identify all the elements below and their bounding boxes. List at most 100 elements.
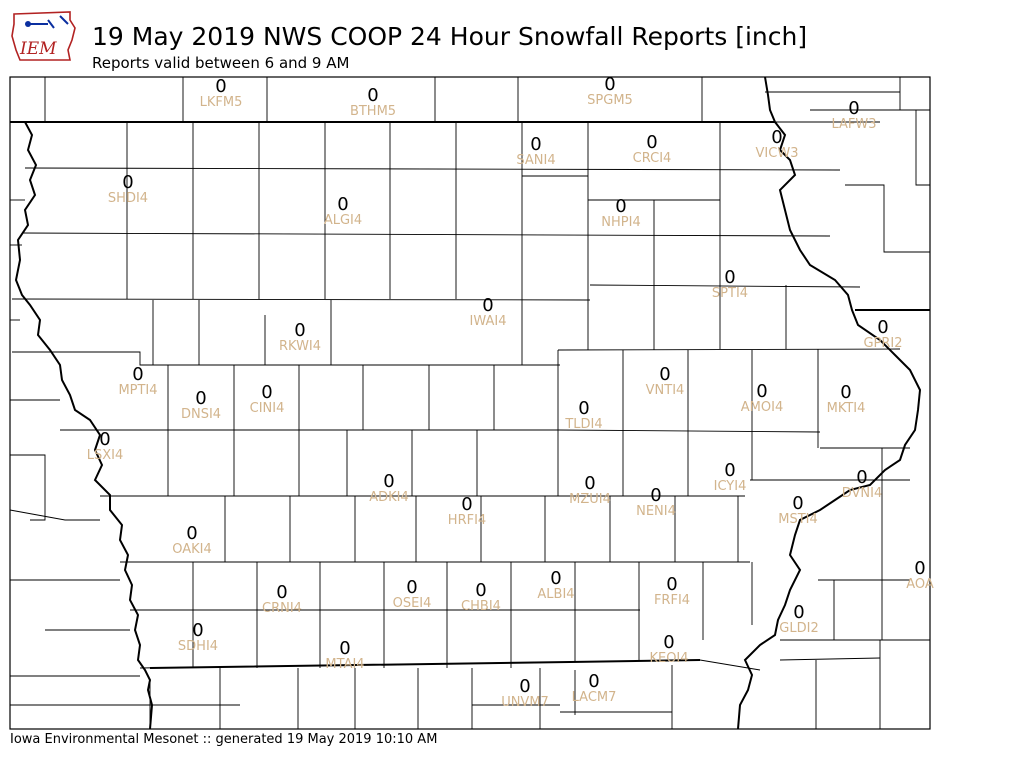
snowfall-value: 0 [461, 494, 472, 515]
snowfall-value: 0 [261, 382, 272, 403]
snowfall-value: 0 [530, 134, 541, 155]
snowfall-value: 0 [646, 132, 657, 153]
map-subtitle: Reports valid between 6 and 9 AM [92, 54, 350, 72]
snowfall-value: 0 [724, 267, 735, 288]
station-id-label: VICW3 [756, 146, 799, 161]
snowfall-value: 0 [793, 602, 804, 623]
station-id-label: CHBI4 [461, 599, 501, 614]
snowfall-value: 0 [192, 620, 203, 641]
station-id-label: SPTI4 [712, 286, 748, 301]
snowfall-value: 0 [615, 196, 626, 217]
snowfall-value: 0 [584, 473, 595, 494]
station-id-label: ALBI4 [537, 587, 574, 602]
station-id-label: MSTI4 [778, 512, 818, 527]
station-id-label: ICYI4 [714, 479, 747, 494]
snowfall-value: 0 [848, 98, 859, 119]
station-id-label: MKTI4 [827, 401, 866, 416]
station-id-label: IWAI4 [470, 314, 507, 329]
snowfall-value: 0 [294, 320, 305, 341]
map-frame [9, 76, 931, 730]
station-id-label: LSXI4 [87, 448, 124, 463]
station-id-label: LACM7 [572, 690, 617, 705]
station-id-label: LAFW3 [831, 117, 876, 132]
snowfall-value: 0 [724, 460, 735, 481]
snowfall-value: 0 [276, 582, 287, 603]
station-id-label: AOA [906, 577, 934, 592]
footer-credit: Iowa Environmental Mesonet :: generated … [10, 732, 438, 747]
station-id-label: SDHI4 [178, 639, 218, 654]
snowfall-value: 0 [588, 671, 599, 692]
snowfall-value: 0 [756, 381, 767, 402]
snowfall-value: 0 [132, 364, 143, 385]
snowfall-value: 0 [406, 577, 417, 598]
station-id-label: ADKI4 [369, 490, 409, 505]
station-id-label: TLDI4 [564, 417, 602, 432]
station-id-label: DNSI4 [181, 407, 221, 422]
snowfall-value: 0 [650, 485, 661, 506]
station-id-label: MTAI4 [325, 657, 364, 672]
snowfall-value: 0 [914, 558, 925, 579]
snowfall-value: 0 [337, 194, 348, 215]
snowfall-value: 0 [519, 676, 530, 697]
snowfall-value: 0 [195, 388, 206, 409]
iem-logo: IEM [11, 11, 76, 61]
station-id-label: HRFI4 [448, 513, 486, 528]
snowfall-value: 0 [877, 317, 888, 338]
station-id-label: UNVM7 [501, 695, 549, 710]
station-id-label: CRNI4 [262, 601, 302, 616]
station-id-label: GPRI2 [863, 336, 902, 351]
station-id-label: NHPI4 [601, 215, 640, 230]
station-id-label: OAKI4 [172, 542, 212, 557]
snowfall-value: 0 [215, 76, 226, 97]
snowfall-value: 0 [604, 74, 615, 95]
station-id-label: VNTI4 [646, 383, 685, 398]
station-id-label: ALGI4 [324, 213, 362, 228]
snowfall-value: 0 [482, 295, 493, 316]
station-id-label: KEOI4 [649, 651, 688, 666]
snowfall-value: 0 [99, 429, 110, 450]
station-id-label: LKFM5 [200, 95, 243, 110]
snowfall-value: 0 [122, 172, 133, 193]
snowfall-value: 0 [663, 632, 674, 653]
map-title: 19 May 2019 NWS COOP 24 Hour Snowfall Re… [92, 22, 808, 51]
station-id-label: CRCI4 [633, 151, 672, 166]
snowfall-value: 0 [367, 85, 378, 106]
